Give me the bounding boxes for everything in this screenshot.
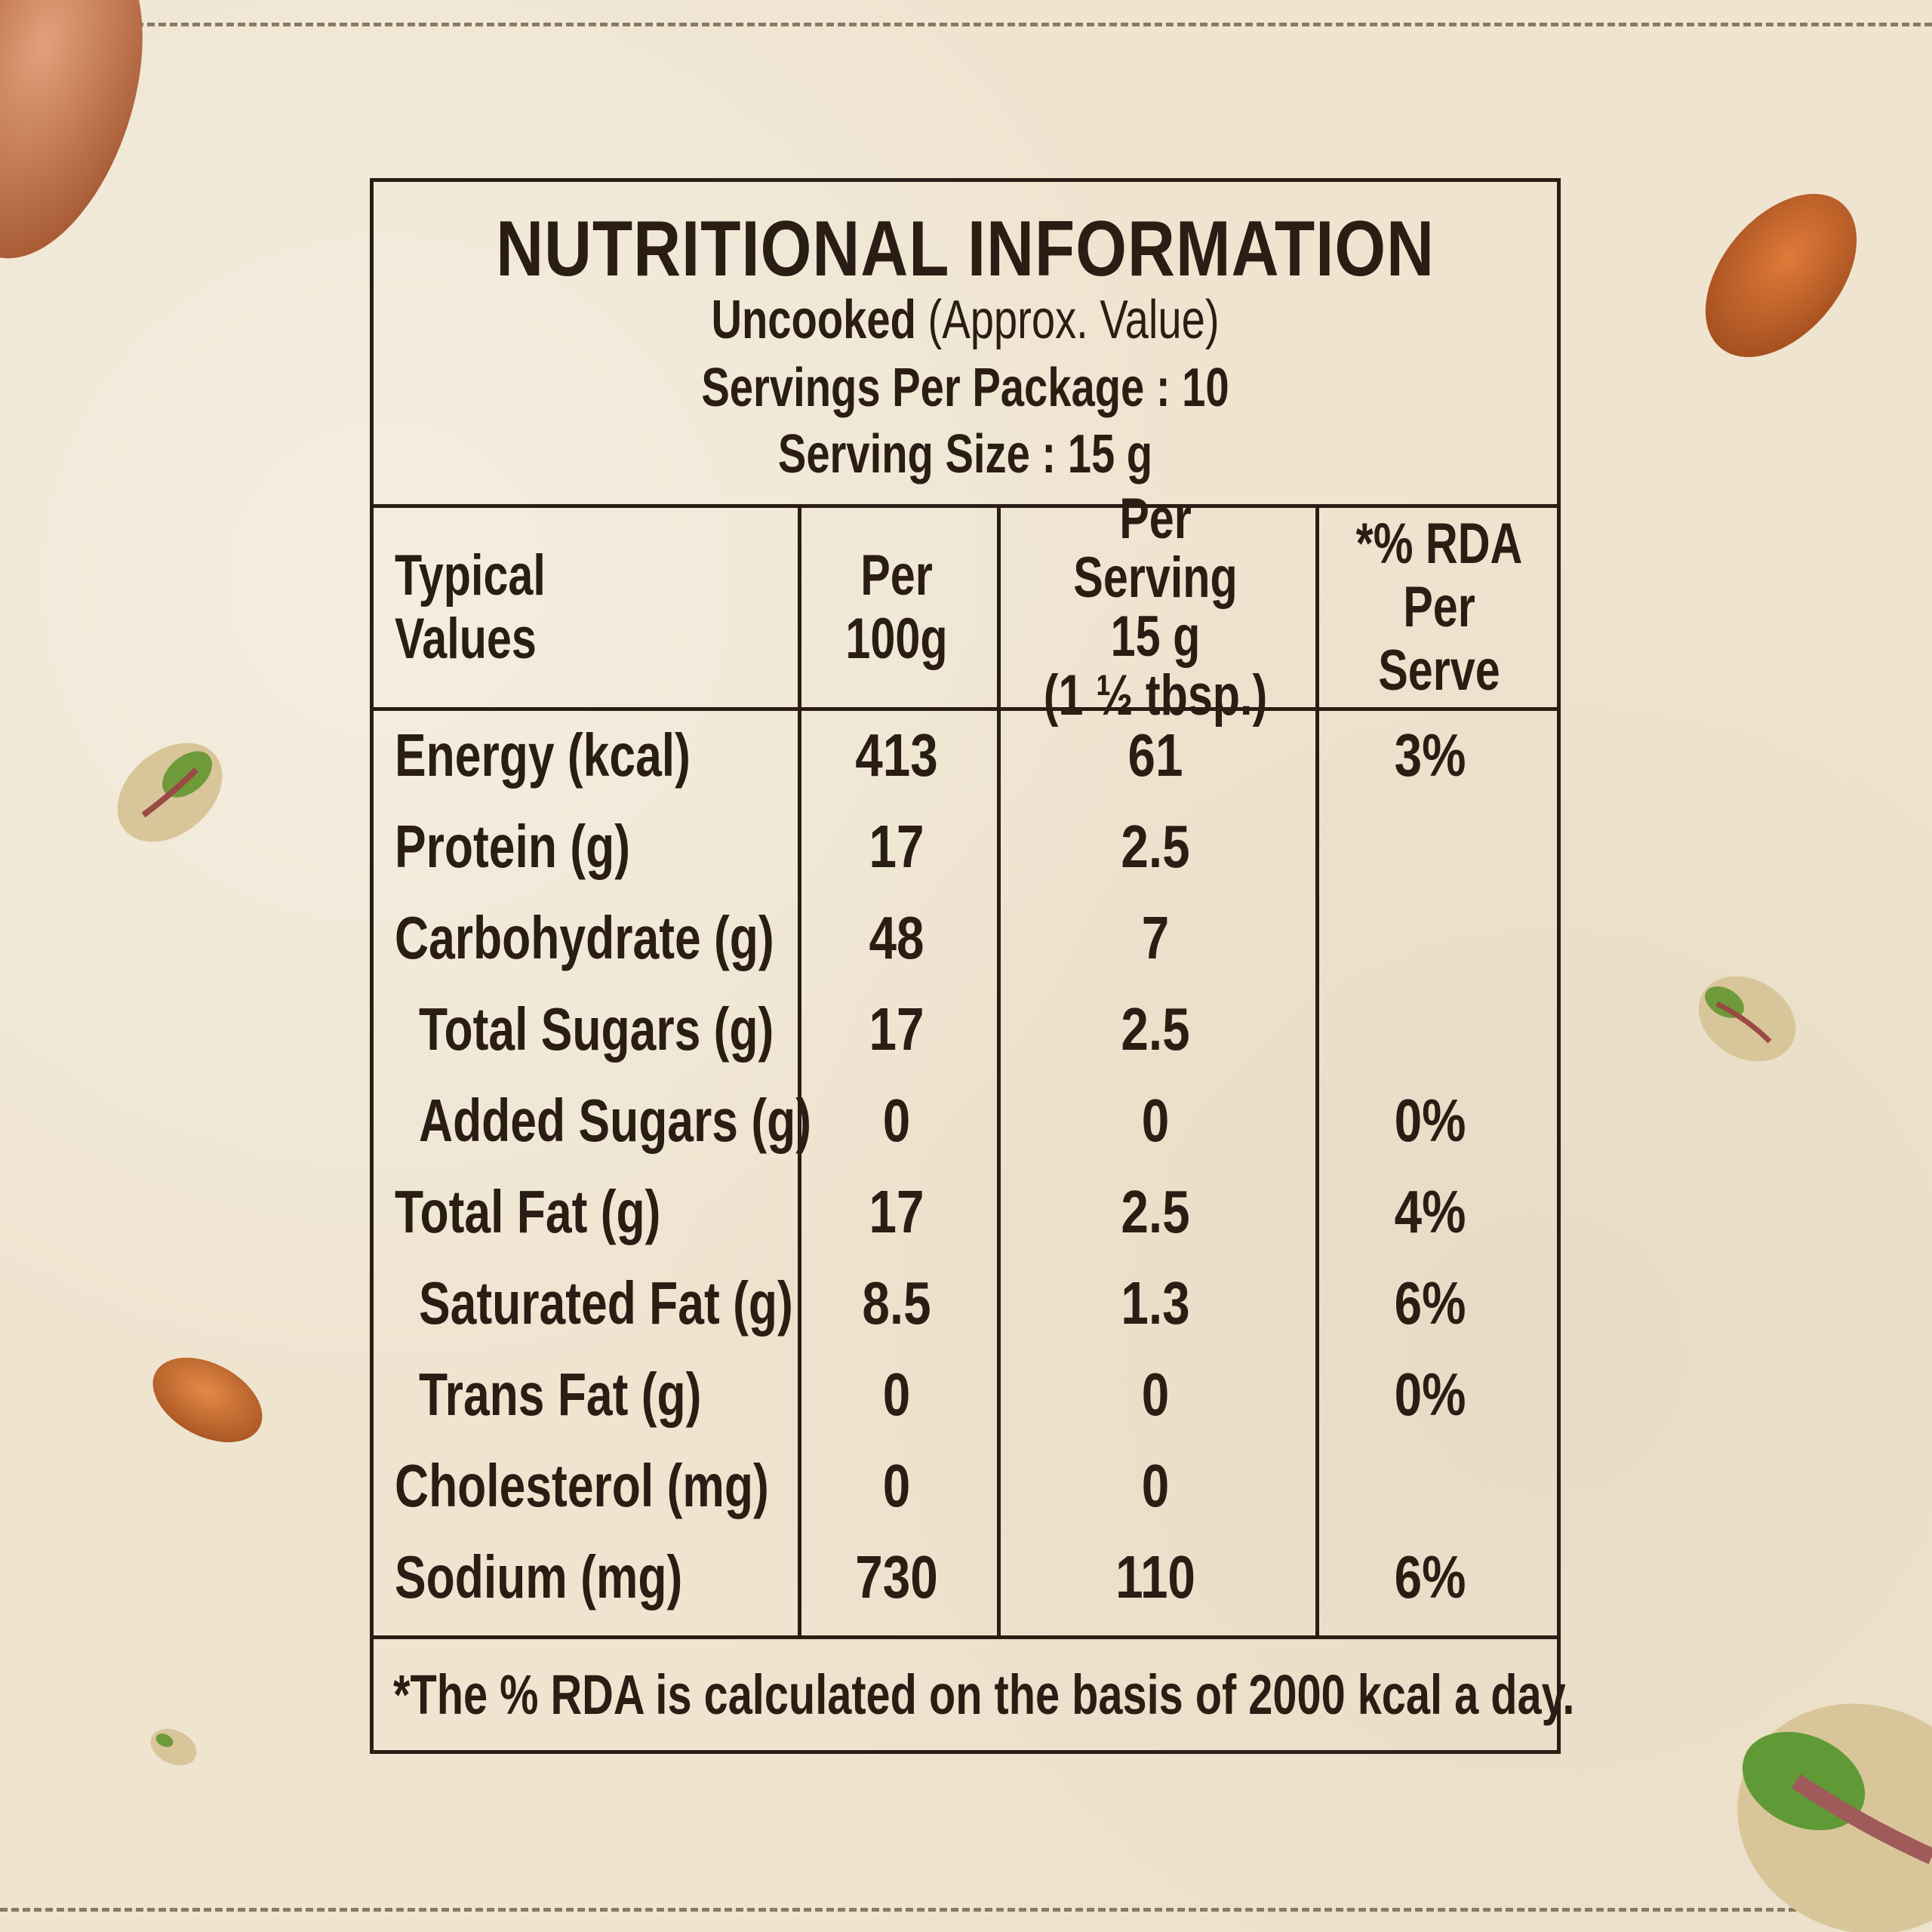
preparation-state-bold: Uncooked	[711, 290, 916, 350]
top-stitch-border	[0, 23, 1932, 26]
preparation-state: Uncooked (Approx. Value)	[503, 289, 1426, 351]
almond-right-image	[1705, 193, 1857, 358]
table-row: Total Fat (g) 17 2.5 4%	[395, 1178, 1466, 1245]
column-header-per-100g: Per 100g	[845, 543, 948, 671]
table-row: Total Sugars (g) 17 2.5	[419, 995, 1190, 1063]
label-title: NUTRITIONAL INFORMATION	[496, 205, 1435, 293]
table-row: Sodium (mg) 730 110 6%	[395, 1543, 1466, 1611]
column-divider-1	[798, 505, 801, 1637]
column-divider-3	[1315, 505, 1319, 1637]
table-row: Energy (kcal) 413 61 3%	[395, 721, 1466, 789]
pistachio-corner-bottomright-image	[1737, 1703, 1932, 1932]
pistachio-left-image	[117, 743, 223, 842]
footer-divider	[374, 1635, 1557, 1639]
column-divider-2	[997, 505, 1001, 1637]
table-row: Cholesterol (mg) 0 0	[395, 1452, 1170, 1519]
preparation-state-note: (Approx. Value)	[928, 290, 1220, 350]
header-row-divider	[374, 707, 1557, 711]
rda-footnote: *The % RDA is calculated on the basis of…	[393, 1663, 1575, 1726]
column-header-typical-values: Typical Values	[395, 543, 546, 671]
table-row: Carbohydrate (g) 48 7	[395, 904, 1170, 971]
nutrition-label: NUTRITIONAL INFORMATION Uncooked (Approx…	[370, 178, 1575, 1754]
pistachio-right-image	[1698, 976, 1796, 1062]
table-row: Added Sugars (g) 0 0 0%	[419, 1087, 1466, 1154]
serving-size: Serving Size : 15 g	[777, 424, 1153, 485]
pistachio-small-image	[150, 1728, 197, 1766]
servings-per-package: Servings Per Package : 10	[701, 358, 1229, 418]
column-header-rda: *% RDA Per Serve	[1355, 512, 1523, 703]
table-row: Saturated Fat (g) 8.5 1.3 6%	[419, 1269, 1466, 1337]
label-header: NUTRITIONAL INFORMATION Uncooked (Approx…	[374, 182, 1557, 508]
table-row: Protein (g) 17 2.5	[395, 813, 1190, 880]
column-header-per-serving: Per Serving 15 g (1 ½ tbsp.)	[1043, 487, 1268, 728]
bottom-stitch-border	[0, 1908, 1932, 1912]
almond-left-image	[152, 1357, 263, 1443]
table-row: Trans Fat (g) 0 0 0%	[419, 1361, 1466, 1428]
almond-corner-topleft-image	[0, 0, 143, 259]
